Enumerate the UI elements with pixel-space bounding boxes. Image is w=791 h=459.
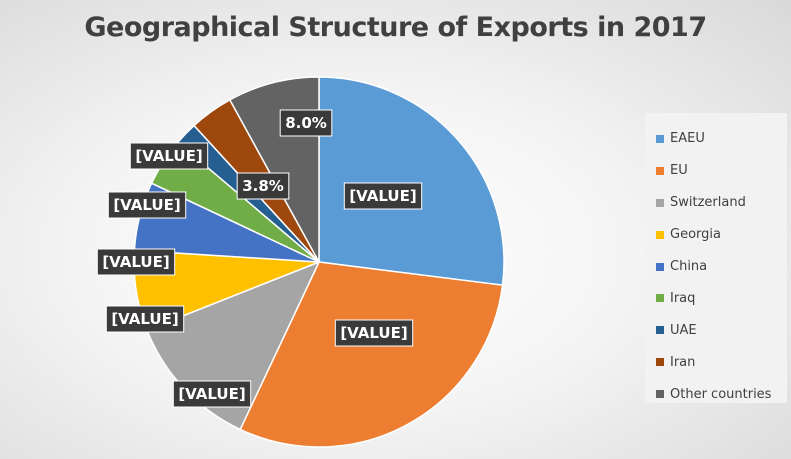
legend-item-eaeu: EAEU — [645, 123, 787, 155]
legend-swatch — [656, 358, 664, 367]
data-label-text: [VALUE] — [111, 310, 178, 328]
data-label-iran: 3.8% — [236, 172, 290, 200]
legend-swatch — [656, 390, 664, 399]
legend-item-iran: Iran — [645, 346, 787, 378]
data-label-text: [VALUE] — [102, 253, 169, 271]
legend-swatch — [656, 166, 664, 175]
data-label-uae: [VALUE] — [129, 142, 209, 170]
data-label-text: 3.8% — [242, 177, 284, 195]
legend-label: China — [670, 259, 708, 274]
pie-slice-eu — [239, 261, 504, 448]
legend-swatch — [656, 198, 664, 207]
legend-item-switzerland: Switzerland — [645, 187, 787, 219]
data-label-text: [VALUE] — [113, 196, 180, 214]
legend-swatch — [656, 262, 664, 271]
legend-label: Iran — [670, 354, 696, 370]
legend-label: Switzerland — [670, 195, 746, 211]
legend: EAEU EU Switzerland Georgia China Iraq UAE Iran… — [645, 113, 787, 403]
data-label-text: [VALUE] — [178, 385, 245, 403]
legend-swatch — [656, 326, 664, 335]
legend-label: EU — [670, 163, 688, 179]
pie-slice-eaeu — [318, 76, 505, 287]
legend-item-uae: UAE — [645, 314, 787, 346]
legend-label: EAEU — [670, 131, 705, 147]
chart-title: Geographical Structure of Exports in 201… — [84, 12, 707, 43]
data-label-text: 8.0% — [285, 114, 327, 132]
data-label-georgia: [VALUE] — [105, 305, 185, 333]
legend-item-iraq: Iraq — [645, 282, 787, 314]
legend-swatch — [656, 294, 664, 303]
legend-label: Other countries — [670, 386, 772, 402]
legend-item-china: China — [645, 251, 787, 283]
legend-swatch — [656, 134, 664, 143]
legend-item-eu: EU — [645, 155, 787, 187]
legend-label: Georgia — [670, 227, 721, 243]
data-label-eu: [VALUE] — [334, 319, 414, 347]
data-label-other-countries: 8.0% — [279, 109, 333, 137]
legend-label: UAE — [670, 322, 697, 338]
data-label-china: [VALUE] — [96, 248, 176, 276]
legend-item-other-countries: Other countries — [645, 378, 787, 410]
legend-item-georgia: Georgia — [645, 219, 787, 251]
data-label-eaeu: [VALUE] — [343, 182, 423, 210]
data-label-text: [VALUE] — [349, 187, 416, 205]
data-label-iraq: [VALUE] — [107, 191, 187, 219]
data-label-text: [VALUE] — [135, 147, 202, 165]
legend-label: Iraq — [670, 290, 696, 306]
legend-swatch — [656, 230, 664, 239]
data-label-switzerland: [VALUE] — [172, 380, 252, 408]
data-label-text: [VALUE] — [340, 324, 407, 342]
